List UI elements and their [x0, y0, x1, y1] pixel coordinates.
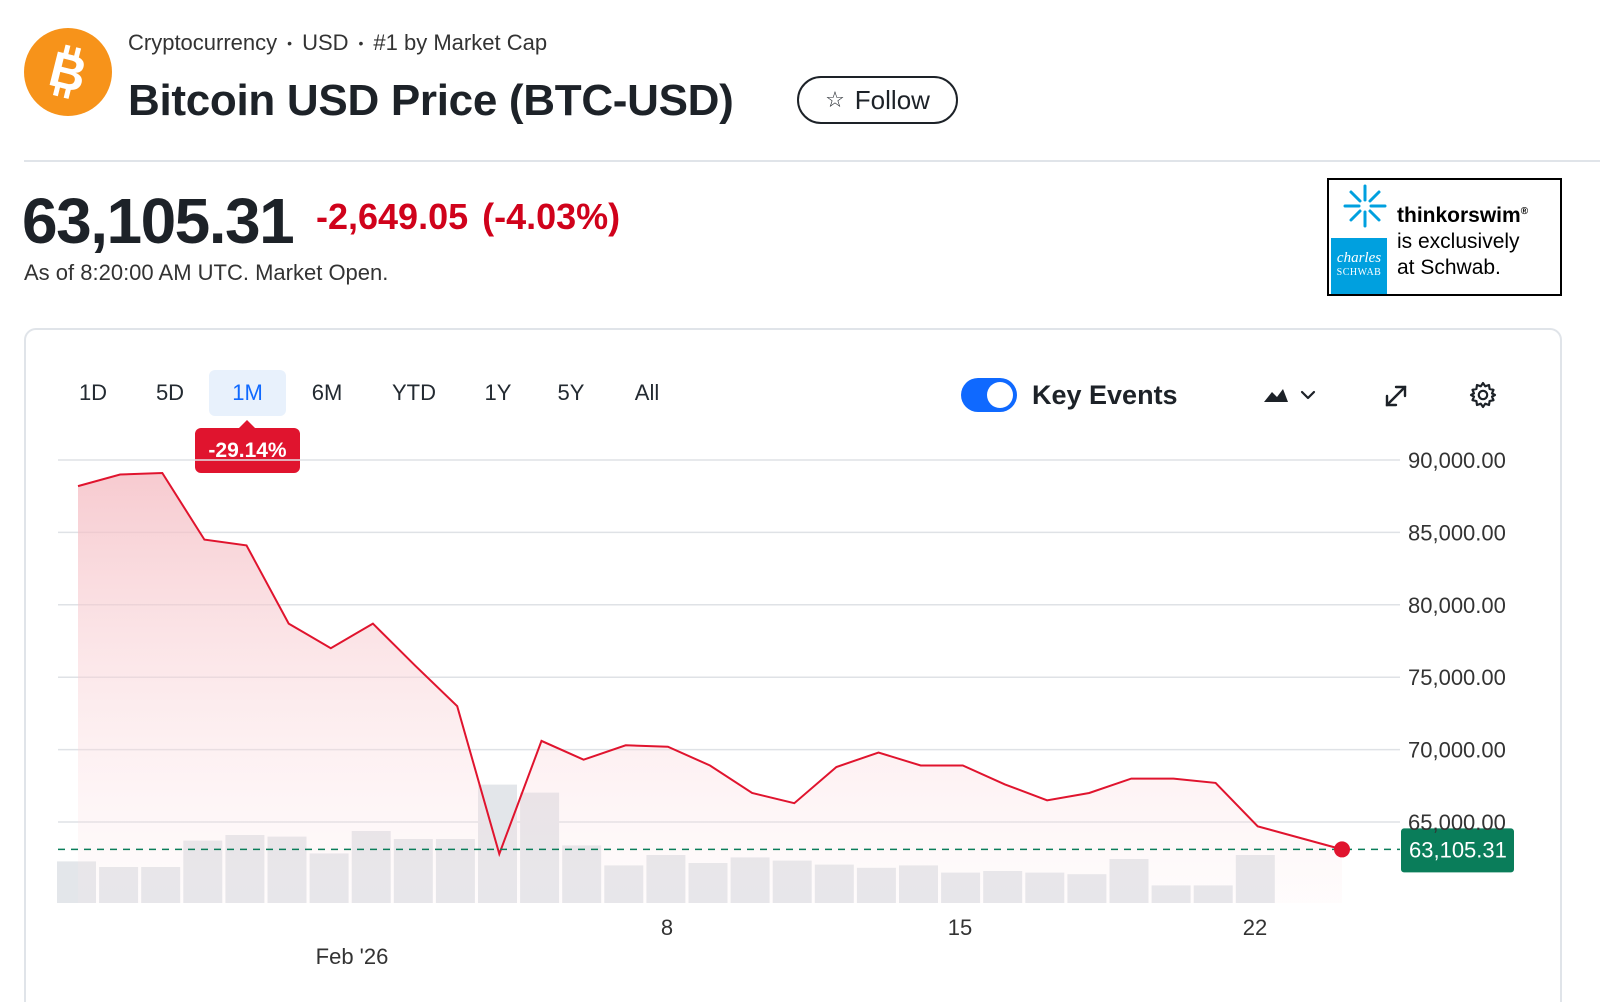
y-tick-label: 85,000.00 — [1408, 520, 1506, 545]
expand-icon[interactable] — [1382, 382, 1410, 415]
ad-product-name: thinkorswim® — [1397, 204, 1528, 228]
follow-label: Follow — [854, 84, 930, 115]
key-events-label[interactable]: Key Events — [1032, 380, 1178, 410]
x-tick-label: 8 — [661, 915, 673, 940]
range-tab-5y[interactable]: 5Y — [557, 380, 585, 405]
ad-text-line2: is exclusively — [1397, 230, 1520, 253]
last-price-marker — [1334, 841, 1350, 858]
last-price-label-box — [1401, 828, 1514, 873]
y-tick-label: 80,000.00 — [1408, 593, 1506, 618]
chevron-down-icon — [1300, 390, 1316, 400]
last-price-label: 63,105.31 — [1409, 837, 1507, 862]
thinkorswim-burst-icon — [1343, 184, 1387, 228]
breadcrumb-category[interactable]: Cryptocurrency — [128, 30, 278, 55]
price-area-fill — [78, 473, 1342, 903]
schwab-logo-line1: charles — [1336, 250, 1382, 266]
ad-product-text: thinkorswim — [1397, 204, 1521, 227]
market-status: As of 8:20:00 AM UTC. Market Open. — [24, 260, 389, 285]
price-line — [77, 471, 1343, 858]
price-chart[interactable]: 63,105.31 90,000.00 85,000.00 80,000.00 75,… — [0, 440, 1600, 980]
follow-button[interactable]: ☆ Follow — [797, 76, 958, 124]
range-tab-1d[interactable]: 1D — [78, 380, 108, 405]
range-tab-ytd[interactable]: YTD — [392, 380, 436, 405]
schwab-logo: charles SCHWAB — [1331, 238, 1387, 294]
breadcrumb-currency[interactable]: USD — [302, 30, 349, 55]
x-tick-label: 22 — [1243, 915, 1267, 940]
range-tab-1m[interactable]: 1M — [209, 370, 286, 416]
price-change-value: -2,649.05 — [316, 196, 469, 237]
breadcrumb-separator: • — [358, 35, 364, 51]
breadcrumb: Cryptocurrency • USD • #1 by Market Cap — [128, 30, 547, 56]
mountain-chart-type-icon — [1264, 389, 1288, 402]
toggle-knob — [987, 382, 1013, 408]
range-tab-6m[interactable]: 6M — [311, 380, 343, 405]
breadcrumb-rank: #1 by Market Cap — [373, 30, 548, 55]
y-tick-label: 70,000.00 — [1408, 738, 1506, 763]
range-tab-all[interactable]: All — [634, 380, 660, 405]
breadcrumb-separator: • — [287, 35, 293, 51]
star-outline-icon: ☆ — [825, 87, 845, 112]
x-tick-label: 15 — [948, 915, 972, 940]
x-month-label: Feb '26 — [316, 944, 389, 969]
schwab-ad-banner[interactable]: charles SCHWAB thinkorswim® is exclusive… — [1327, 178, 1562, 296]
header-divider — [24, 160, 1600, 162]
y-tick-label: 65,000.00 — [1408, 810, 1506, 835]
range-change-badge: -29.14% — [195, 420, 300, 473]
y-tick-label: 90,000.00 — [1408, 448, 1506, 473]
ad-registered-mark: ® — [1520, 206, 1529, 217]
schwab-logo-line2: SCHWAB — [1336, 267, 1382, 278]
current-price: 63,105.31 — [22, 185, 295, 257]
ad-text-line3: at Schwab. — [1397, 256, 1501, 279]
chart-type-dropdown[interactable] — [1262, 382, 1322, 413]
range-tab-5d[interactable]: 5D — [155, 380, 185, 405]
key-events-toggle[interactable] — [961, 378, 1017, 412]
bitcoin-symbol-icon: B — [44, 43, 93, 101]
range-tab-1y[interactable]: 1Y — [484, 380, 512, 405]
gear-icon[interactable] — [1468, 380, 1498, 415]
page-title: Bitcoin USD Price (BTC-USD) — [128, 76, 734, 125]
y-tick-label: 75,000.00 — [1408, 665, 1506, 690]
price-change-percent: (-4.03%) — [482, 196, 621, 237]
bitcoin-logo-icon: B — [24, 28, 112, 116]
price-change: -2,649.05 (-4.03%) — [316, 196, 620, 238]
